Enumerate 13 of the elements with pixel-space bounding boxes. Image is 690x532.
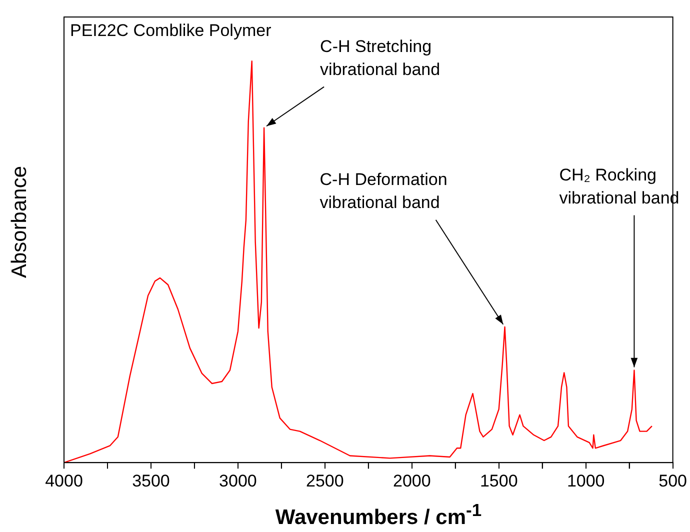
annotation: C-H Stretching vibrational band <box>320 36 440 79</box>
x-tick-label: 2500 <box>306 471 344 490</box>
x-tick-label: 3000 <box>219 471 257 490</box>
x-tick-label: 500 <box>658 471 688 490</box>
x-tick-label: 2000 <box>392 471 431 490</box>
text: PEI22C Comblike Polymer <box>70 21 272 40</box>
x-tick-label: 4000 <box>45 471 83 490</box>
y-axis-title: Absorbance <box>8 164 32 280</box>
x-tick-label: 1000 <box>566 471 605 490</box>
x-tick-label: 3500 <box>132 471 170 490</box>
x-tick-label: 1500 <box>480 471 518 490</box>
annotation: C-H Deformation vibrational band <box>320 170 448 212</box>
x-axis-title: Wavenumbers / cm$^{-1}$ <box>274 500 483 530</box>
